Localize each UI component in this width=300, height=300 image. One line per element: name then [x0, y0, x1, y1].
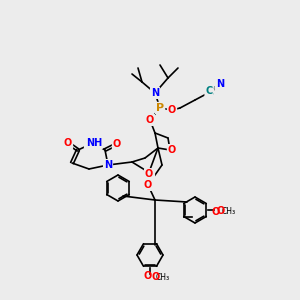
Text: O: O — [168, 105, 176, 115]
Text: O: O — [146, 115, 154, 125]
Text: O: O — [113, 139, 121, 149]
Text: O: O — [168, 105, 176, 115]
Text: O: O — [64, 138, 72, 148]
Text: CH₃: CH₃ — [156, 272, 170, 281]
Text: N: N — [151, 88, 159, 98]
Text: NH: NH — [86, 138, 102, 148]
Text: O: O — [144, 271, 152, 281]
Text: C: C — [206, 86, 213, 96]
Text: NH: NH — [85, 138, 101, 148]
Text: C: C — [206, 87, 214, 97]
Text: O: O — [113, 139, 121, 149]
Text: N: N — [104, 160, 112, 170]
Text: O: O — [146, 115, 154, 125]
Text: CH₃: CH₃ — [222, 208, 236, 217]
Text: N: N — [151, 88, 159, 98]
Text: N: N — [216, 79, 224, 89]
Text: O: O — [152, 272, 160, 282]
Text: O: O — [212, 207, 220, 217]
Text: O: O — [144, 180, 152, 190]
Text: P: P — [156, 103, 164, 113]
Text: O: O — [146, 170, 154, 180]
Text: N: N — [216, 79, 224, 89]
Text: O: O — [168, 145, 176, 155]
Text: O: O — [145, 169, 153, 179]
Text: O: O — [64, 138, 72, 148]
Text: O: O — [168, 145, 176, 155]
Text: N: N — [104, 160, 112, 170]
Text: O: O — [217, 206, 225, 216]
Text: O: O — [144, 180, 152, 190]
Text: P: P — [156, 103, 164, 113]
